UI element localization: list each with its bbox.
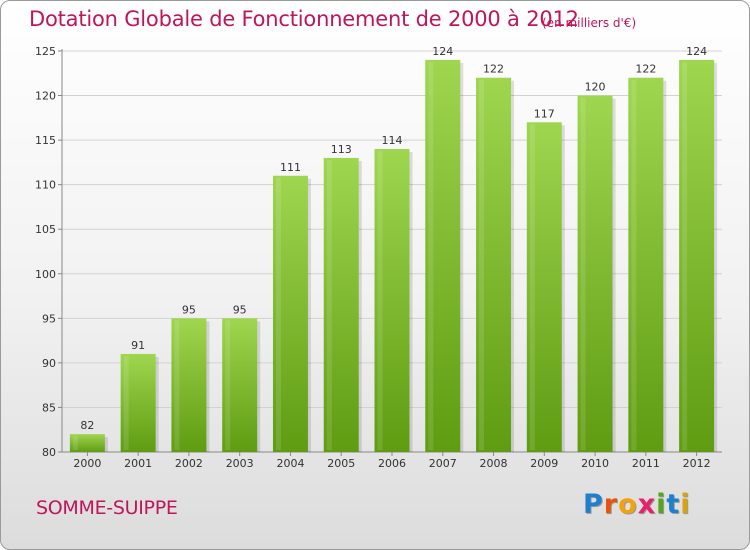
- x-tick-label-2001: 2001: [124, 457, 152, 470]
- bar-2010: [577, 95, 613, 453]
- bar-highlight: [631, 79, 637, 450]
- x-tick-label-2002: 2002: [175, 457, 203, 470]
- x-tick-label-2007: 2007: [429, 457, 457, 470]
- bar-2001: [120, 353, 156, 452]
- data-label-2012: 124: [686, 45, 707, 58]
- bar-2009: [526, 122, 562, 453]
- data-label-2010: 120: [585, 81, 606, 94]
- bar-2012: [679, 59, 715, 453]
- y-tick-label: 110: [35, 179, 56, 192]
- x-tick-label-2012: 2012: [683, 457, 711, 470]
- y-tick-label: 105: [35, 223, 56, 236]
- brand-letter: t: [666, 489, 681, 520]
- x-tick-label-2008: 2008: [480, 457, 508, 470]
- y-tick-label: 120: [35, 90, 56, 103]
- bar-2011: [628, 77, 664, 452]
- y-tick-label: 115: [35, 134, 56, 147]
- bar-highlight: [225, 320, 231, 450]
- y-tick-label: 90: [42, 357, 56, 370]
- bar-highlight: [123, 355, 129, 450]
- x-tick-label-2009: 2009: [530, 457, 558, 470]
- bar-2007: [425, 59, 461, 453]
- bar-highlight: [580, 97, 586, 451]
- y-tick-label: 95: [42, 312, 56, 325]
- bar-highlight: [275, 177, 281, 450]
- data-label-2008: 122: [483, 63, 504, 76]
- bar-2005: [323, 157, 359, 452]
- bar-highlight: [174, 320, 180, 450]
- bar-2004: [272, 175, 308, 452]
- chart-title: Dotation Globale de Fonctionnement de 20…: [29, 7, 579, 31]
- x-tick-label-2003: 2003: [226, 457, 254, 470]
- data-label-2003: 95: [233, 303, 247, 316]
- bar-2008: [476, 77, 512, 452]
- brand-letter: x: [637, 489, 657, 520]
- bar-highlight: [72, 436, 78, 450]
- data-label-2006: 114: [382, 134, 403, 147]
- data-label-2002: 95: [182, 303, 196, 316]
- y-tick-label: 125: [35, 45, 56, 58]
- data-label-2011: 122: [635, 63, 656, 76]
- x-tick-label-2010: 2010: [581, 457, 609, 470]
- data-label-2009: 117: [534, 107, 555, 120]
- proxiti-logo[interactable]: Proxiti: [583, 489, 691, 520]
- bar-2006: [374, 149, 410, 452]
- x-tick-label-2006: 2006: [378, 457, 406, 470]
- data-label-2000: 82: [80, 419, 94, 432]
- bar-2000: [69, 434, 105, 452]
- x-tick-label-2000: 2000: [73, 457, 101, 470]
- y-tick-label: 80: [42, 446, 56, 459]
- brand-letter: i: [656, 489, 667, 520]
- bar-highlight: [529, 124, 535, 451]
- bar-highlight: [428, 61, 434, 451]
- brand-letter: P: [583, 489, 604, 520]
- y-tick-label: 100: [35, 268, 56, 281]
- brand-letter: r: [603, 489, 619, 520]
- y-tick-label: 85: [42, 401, 56, 414]
- x-tick-label-2004: 2004: [276, 457, 304, 470]
- x-tick-label-2005: 2005: [327, 457, 355, 470]
- bar-highlight: [326, 159, 332, 450]
- bar-highlight: [377, 151, 383, 450]
- bar-2003: [222, 318, 258, 452]
- brand-letter: o: [618, 489, 638, 520]
- brand-letter: i: [680, 489, 691, 520]
- data-label-2001: 91: [131, 339, 145, 352]
- bar-highlight: [682, 61, 688, 451]
- data-label-2007: 124: [432, 45, 453, 58]
- bar-highlight: [479, 79, 485, 450]
- x-tick-label-2011: 2011: [632, 457, 660, 470]
- data-label-2005: 113: [331, 143, 352, 156]
- bar-2002: [171, 318, 207, 452]
- data-label-2004: 111: [280, 161, 301, 174]
- chart-unit: (en milliers d'€): [542, 16, 637, 30]
- commune-name: SOMME-SUIPPE: [36, 497, 178, 519]
